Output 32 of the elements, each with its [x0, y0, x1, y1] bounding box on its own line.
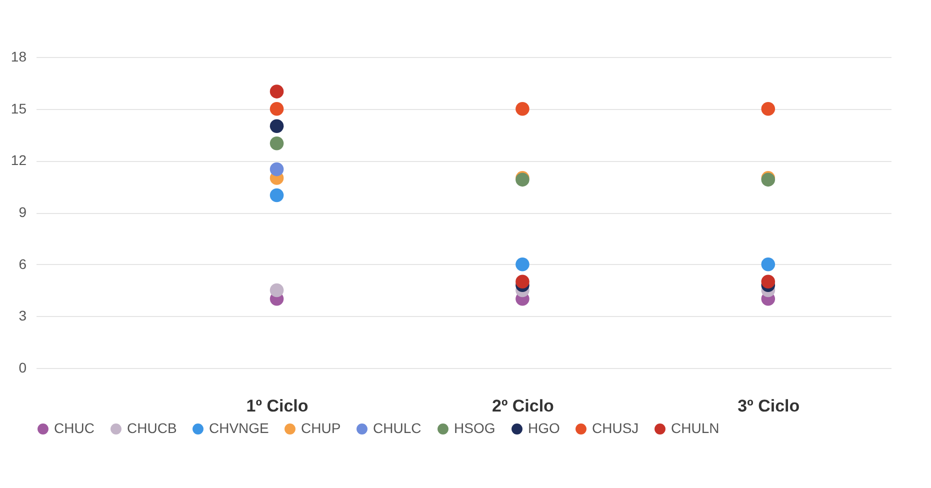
- point: [516, 257, 530, 272]
- point: [761, 274, 776, 288]
- legend-label: CHULN: [671, 420, 720, 436]
- legend-label: CHUSJ: [592, 420, 639, 436]
- point: [270, 283, 284, 298]
- point: [270, 102, 284, 116]
- x-tick-label: 3º Ciclo: [738, 396, 800, 416]
- point: [270, 84, 284, 98]
- point: [270, 136, 284, 150]
- point: [516, 274, 530, 288]
- y-tick-label: 18: [10, 48, 27, 64]
- y-tick-label: 15: [10, 100, 27, 116]
- point: [516, 102, 530, 116]
- y-tick-label: 3: [18, 308, 27, 324]
- y-tick-label: 6: [18, 256, 27, 272]
- point: [270, 119, 284, 133]
- legend-label: CHVNGE: [209, 420, 269, 436]
- point: [270, 188, 284, 202]
- y-tick-label: 12: [10, 152, 27, 168]
- point: [761, 257, 776, 272]
- legend-label: HGO: [528, 420, 560, 436]
- legend-label: CHUC: [54, 420, 94, 436]
- legend-label: CHULC: [373, 420, 422, 436]
- x-tick-label: 1º Ciclo: [246, 396, 308, 416]
- x-tick-label: 2º Ciclo: [492, 396, 554, 416]
- y-tick-label: 9: [18, 204, 27, 220]
- legend-label: CHUP: [301, 420, 341, 436]
- legend-label: HSOG: [454, 420, 496, 436]
- point: [270, 162, 284, 176]
- legend-label: CHUCB: [127, 420, 177, 436]
- point: [761, 102, 776, 116]
- y-tick-label: 0: [18, 360, 27, 376]
